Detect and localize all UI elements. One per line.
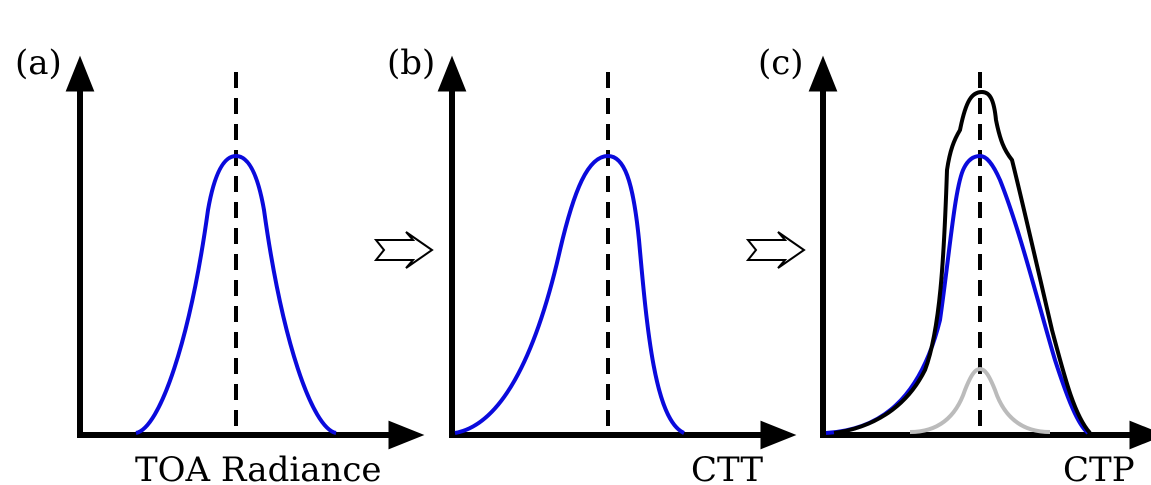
panel-c-secondary-curve (909, 366, 1051, 434)
panel-c-total-curve (833, 89, 1092, 435)
panel-b-label: (b) (387, 43, 435, 83)
transition-arrow-icon (745, 231, 806, 269)
panel-c-distribution-curve (825, 153, 1090, 435)
panel-c: (c) CTP (758, 43, 1151, 485)
panel-b-distribution-curve (454, 153, 686, 435)
panel-c-x-axis-label: CTP (1063, 450, 1135, 485)
transition-arrow-icon (373, 231, 434, 269)
panel-c-label: (c) (758, 43, 804, 83)
panel-a-distribution-curve (135, 153, 337, 435)
panel-a: (a) TOA Radiance (15, 43, 425, 485)
panel-a-label: (a) (15, 43, 62, 83)
panel-a-x-axis-label: TOA Radiance (135, 450, 382, 485)
panel-b: (b) CTT (387, 43, 797, 485)
panel-b-x-axis-label: CTT (691, 450, 763, 485)
